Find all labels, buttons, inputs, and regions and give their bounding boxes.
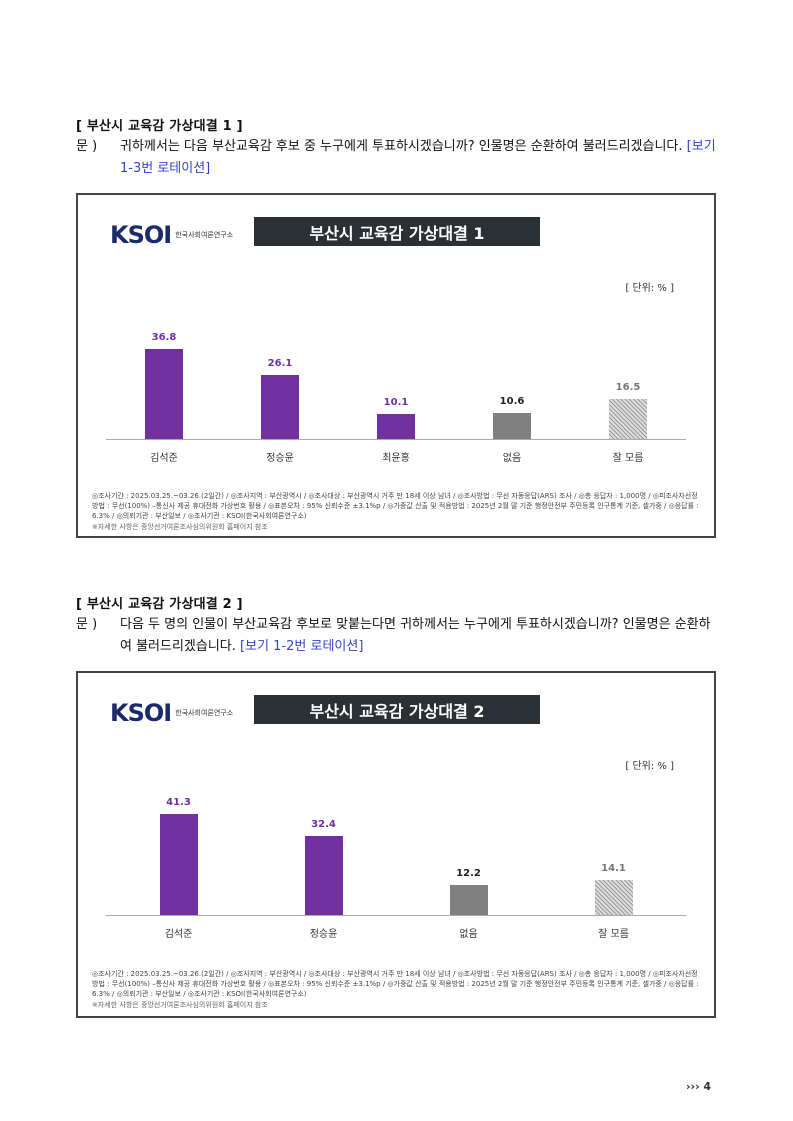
- logo-text: KSOI: [110, 221, 172, 249]
- chart-title: 부산시 교육감 가상대결 1: [254, 217, 540, 246]
- category-label: 정승윤: [266, 453, 294, 464]
- survey-footnote: ◎조사기간 : 2025.03.25.~03.26.(2일간) / ◎조사지역 …: [92, 492, 699, 520]
- category-label: 정승윤: [309, 929, 338, 940]
- ksoi-logo: KSOI 한국사회여론연구소: [110, 221, 233, 249]
- section-heading-1: [ 부산시 교육감 가상대결 1 ]: [76, 119, 243, 134]
- chart-title: 부산시 교육감 가상대결 2: [254, 695, 540, 724]
- category-label: 없음: [502, 453, 522, 464]
- survey-footnote-note: ※자세한 사항은 중앙선거여론조사심의위원회 홈페이지 참조: [92, 523, 268, 531]
- chart-panel-1: KSOI 한국사회여론연구소 부산시 교육감 가상대결 1 [ 단위: % ] …: [76, 193, 716, 538]
- bar: [304, 835, 343, 915]
- bar: [609, 398, 647, 439]
- question-1: 문 ) 귀하께서는 다음 부산교육감 후보 중 누구에게 투표하시겠습니까? 인…: [76, 136, 716, 180]
- data-label: 41.3: [166, 796, 191, 808]
- bar: [261, 375, 299, 439]
- category-label: 잘 모름: [598, 929, 629, 940]
- category-label: 최윤홍: [382, 453, 410, 464]
- bar: [449, 885, 488, 915]
- logo-subtitle: 한국사회여론연구소: [175, 231, 234, 239]
- data-label: 26.1: [267, 358, 293, 370]
- unit-label: [ 단위: % ]: [625, 761, 674, 772]
- question-label: 문 ): [76, 139, 98, 154]
- survey-footnote-note: ※자세한 사항은 중앙선거여론조사심의위원회 홈페이지 참조: [92, 1001, 268, 1009]
- question-body: 다음 두 명의 인물이 부산교육감 후보로 맞붙는다면 귀하께서는 누구에게 투…: [120, 614, 720, 658]
- bar: [493, 413, 531, 439]
- data-label: 10.6: [499, 396, 525, 408]
- x-axis-line: [106, 915, 686, 916]
- survey-footnote: ◎조사기간 : 2025.03.25.~03.26.(2일간) / ◎조사지역 …: [92, 970, 699, 998]
- data-label: 14.1: [601, 863, 626, 875]
- question-body: 귀하께서는 다음 부산교육감 후보 중 누구에게 투표하시겠습니까? 인물명은 …: [120, 136, 720, 180]
- data-label: 12.2: [456, 868, 481, 880]
- page-number: ››› 4: [686, 1080, 712, 1093]
- category-label: 잘 모름: [612, 453, 644, 464]
- data-label: 16.5: [615, 381, 641, 393]
- data-label: 32.4: [311, 818, 336, 830]
- section-heading-2: [ 부산시 교육감 가상대결 2 ]: [76, 597, 243, 612]
- bar: [145, 348, 183, 439]
- x-axis-line: [106, 439, 686, 440]
- question-label: 문 ): [76, 617, 98, 632]
- category-label: 없음: [459, 929, 478, 940]
- question-text: 귀하께서는 다음 부산교육감 후보 중 누구에게 투표하시겠습니까? 인물명은 …: [120, 139, 683, 154]
- bar: [377, 414, 415, 439]
- bar: [159, 813, 198, 915]
- question-2: 문 ) 다음 두 명의 인물이 부산교육감 후보로 맞붙는다면 귀하께서는 누구…: [76, 614, 716, 658]
- bar: [594, 880, 633, 915]
- ksoi-logo: KSOI 한국사회여론연구소: [110, 699, 233, 727]
- logo-subtitle: 한국사회여론연구소: [175, 709, 234, 717]
- data-label: 36.8: [151, 331, 177, 343]
- data-label: 10.1: [383, 397, 409, 409]
- category-label: 김석준: [164, 929, 193, 940]
- logo-text: KSOI: [110, 699, 172, 727]
- chart-panel-2: KSOI 한국사회여론연구소 부산시 교육감 가상대결 2 [ 단위: % ] …: [76, 671, 716, 1018]
- rotation-note: [보기 1-2번 로테이션]: [240, 639, 364, 654]
- category-label: 김석준: [150, 453, 178, 464]
- unit-label: [ 단위: % ]: [625, 283, 674, 294]
- question-text: 다음 두 명의 인물이 부산교육감 후보로 맞붙는다면 귀하께서는 누구에게 투…: [120, 617, 711, 654]
- rotation-note: [보기 1-3번 로테이션]: [120, 139, 716, 176]
